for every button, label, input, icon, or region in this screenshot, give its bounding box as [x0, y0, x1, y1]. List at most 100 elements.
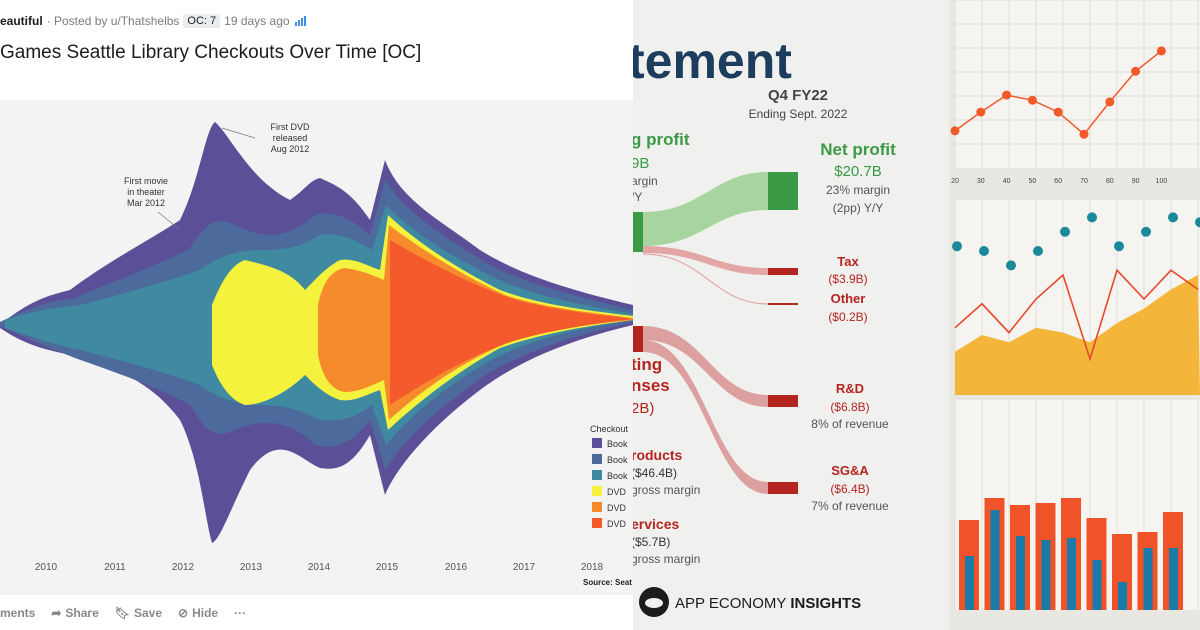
brand-name-bold: INSIGHTS — [790, 595, 861, 612]
net-profit-label: Net profit — [820, 140, 896, 159]
flow-rd — [643, 326, 768, 407]
sga-value: ($6.4B) — [830, 482, 869, 496]
share-button[interactable]: ➦ Share — [51, 606, 98, 620]
bar-blue — [1041, 540, 1051, 610]
rd-pct: 8% of revenue — [811, 417, 889, 431]
node-other — [768, 303, 798, 305]
products-margin: gross margin — [633, 483, 700, 497]
post-title[interactable]: Games Seattle Library Checkouts Over Tim… — [0, 42, 422, 63]
x-tick-label: 30 — [977, 178, 985, 185]
line-point — [950, 126, 960, 136]
comments-label: ments — [0, 606, 36, 620]
gross-profit-label: g profit — [633, 130, 690, 149]
more-options-button[interactable]: ··· — [234, 606, 247, 620]
scatter-point — [1006, 260, 1016, 271]
post-meta: eautiful · Posted by u/Thatshelbs OC: 7 … — [0, 14, 306, 28]
year-label: 2015 — [376, 562, 399, 573]
sga-pct: 7% of revenue — [811, 499, 889, 513]
line-point — [1131, 66, 1141, 76]
bar-chart — [954, 400, 1200, 610]
chart-source: Source: Seat — [583, 578, 632, 587]
annotation-first-movie: First movie in theater Mar 2012 — [124, 176, 168, 208]
node-gross-profit — [633, 212, 643, 252]
services-margin: gross margin — [633, 552, 700, 566]
x-tick-label: 50 — [1029, 178, 1037, 185]
line-point — [1027, 95, 1037, 105]
year-label: 2010 — [35, 562, 58, 573]
period-ending: Ending Sept. 2022 — [749, 107, 848, 121]
scatter-point — [1168, 212, 1178, 223]
legend-label: DVD — [607, 519, 627, 529]
node-tax — [768, 268, 798, 275]
share-icon: ➦ — [51, 606, 62, 620]
net-profit-value: $20.7B — [834, 163, 882, 180]
bar-blue — [965, 556, 974, 610]
bar-blue — [1016, 536, 1025, 610]
post-age: 19 days ago — [224, 14, 290, 28]
year-label: 2017 — [513, 562, 536, 573]
bar-blue — [1118, 582, 1127, 610]
bar-blue — [1143, 548, 1153, 610]
line-point — [1002, 90, 1012, 100]
line-point — [1053, 107, 1063, 117]
services-value: ($5.7B) — [633, 535, 670, 549]
brand-logo: APP ECONOMY INSIGHTS — [639, 587, 861, 617]
save-label: Save — [134, 606, 163, 620]
flow-other — [642, 253, 769, 305]
flow-sga — [643, 340, 768, 494]
bookmark-icon: 🔖︎ — [114, 606, 130, 620]
year-label: 2013 — [240, 562, 263, 573]
annotation-line: Mar 2012 — [127, 198, 165, 208]
line-point — [976, 107, 986, 117]
annotation-line: in theater — [127, 187, 165, 197]
area-line-series — [954, 268, 1199, 362]
year-label: 2012 — [172, 562, 195, 573]
bar-blue — [990, 510, 1000, 610]
legend-label: Book — [607, 439, 628, 449]
subreddit-name[interactable]: eautiful — [0, 14, 43, 28]
award-icon — [294, 16, 306, 26]
node-sga — [768, 482, 798, 494]
node-rd — [768, 395, 798, 407]
other-label: Other — [831, 291, 866, 306]
line-chart-bg — [955, 0, 1200, 168]
year-label: 2011 — [104, 562, 126, 573]
legend-swatch — [592, 502, 602, 512]
layer-dvd-3 — [390, 240, 633, 405]
gross-profit-value: 9B — [633, 155, 649, 172]
save-button[interactable]: 🔖︎ Save — [115, 606, 162, 620]
comments-button[interactable]: ments — [0, 606, 35, 620]
annotation-leader — [157, 211, 181, 231]
hide-button[interactable]: ⊘ Hide — [178, 606, 218, 620]
net-profit-margin: 23% margin — [826, 183, 890, 197]
bar-blue — [1092, 560, 1102, 610]
opex-label-2: nses — [633, 376, 670, 395]
year-axis: 2010 2011 2012 2013 2014 2015 2016 2017 … — [35, 562, 604, 573]
tax-value: ($3.9B) — [828, 272, 867, 286]
gross-profit-yy: /Y — [633, 190, 642, 204]
scatter-point — [1033, 246, 1043, 256]
legend-label: Book — [607, 455, 628, 465]
hide-icon: ⊘ — [178, 606, 189, 620]
reddit-post: eautiful · Posted by u/Thatshelbs OC: 7 … — [0, 14, 633, 620]
flow-net-profit — [643, 172, 768, 246]
bar-blue — [1067, 538, 1076, 610]
area-series — [955, 275, 1200, 395]
chart-collage: 20 30 40 50 60 70 80 90 100 — [950, 0, 1200, 610]
annotation-line: Aug 2012 — [271, 144, 310, 154]
brand-name: APP ECONOMY INSIGHTS — [675, 595, 861, 612]
legend-label: DVD — [607, 487, 627, 497]
opex-value: 2B) — [633, 400, 654, 417]
posted-by[interactable]: · Posted by u/Thatshelbs — [46, 14, 180, 28]
legend-swatch — [592, 438, 602, 448]
legend: Checkout Book Book Book DVD DVD DVD — [590, 424, 629, 529]
net-profit-yy: (2pp) Y/Y — [833, 201, 883, 215]
scatter-point — [1195, 217, 1200, 228]
scatter-point — [979, 246, 989, 256]
sga-label: SG&A — [831, 463, 869, 478]
annotation-line: First movie — [124, 176, 168, 186]
annotation-line: released — [273, 133, 308, 143]
user-flair: OC: 7 — [183, 14, 221, 28]
scatter-point — [952, 241, 962, 252]
streamgraph-image[interactable]: First DVD released Aug 2012 First movie … — [0, 100, 633, 595]
